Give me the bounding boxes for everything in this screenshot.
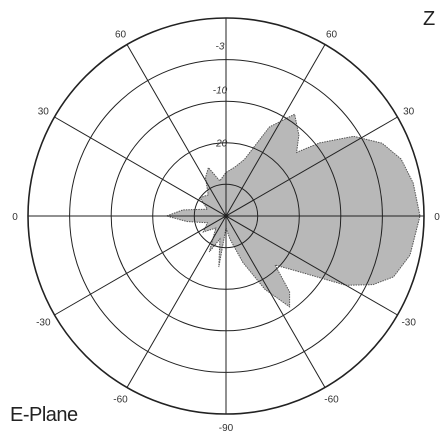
angle-tick-label: -60 bbox=[113, 395, 128, 406]
radiation-pattern bbox=[164, 113, 421, 308]
radial-tick-label: -10 bbox=[213, 85, 228, 96]
angle-tick-label: 60 bbox=[115, 29, 127, 40]
chart-title: E-Plane bbox=[10, 404, 78, 426]
polar-grid bbox=[27, 17, 425, 415]
angle-tick-label: 0 bbox=[12, 212, 18, 223]
tick-labels: 0 30 60 60 30 0 -30 -60 -90 -60 -30 -3 -10 -20 bbox=[12, 29, 440, 434]
angle-tick-label: -60 bbox=[324, 395, 339, 406]
angle-tick-label: 30 bbox=[38, 107, 50, 118]
radial-tick-label: -20 bbox=[213, 139, 228, 150]
angle-tick-label: 30 bbox=[403, 107, 415, 118]
angle-tick-label: -30 bbox=[401, 318, 416, 329]
radial-tick-label: -3 bbox=[216, 42, 225, 53]
angle-tick-label: 60 bbox=[326, 29, 338, 40]
pattern-layer bbox=[164, 113, 421, 308]
angle-tick-label: -30 bbox=[36, 318, 51, 329]
angle-tick-label: -90 bbox=[219, 423, 234, 434]
polar-spoke bbox=[54, 116, 398, 316]
corner-label: Z bbox=[423, 8, 436, 30]
angle-tick-label: 0 bbox=[434, 212, 440, 223]
